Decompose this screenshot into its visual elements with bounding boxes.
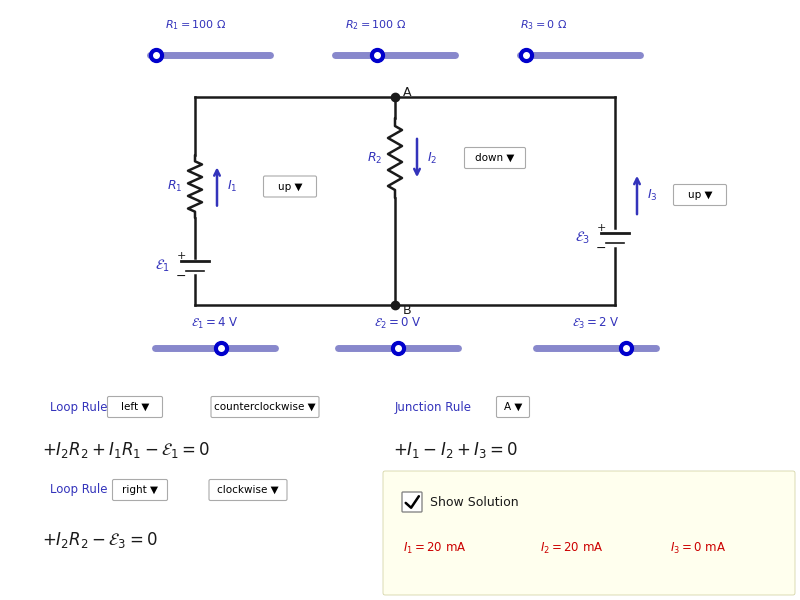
Text: $R_2 = 100\ \Omega$: $R_2 = 100\ \Omega$ [345,18,406,32]
Text: left ▼: left ▼ [121,402,149,412]
FancyBboxPatch shape [383,471,795,595]
Text: clockwise ▼: clockwise ▼ [217,485,279,495]
Text: A ▼: A ▼ [504,402,522,412]
FancyBboxPatch shape [465,148,526,169]
Text: counterclockwise ▼: counterclockwise ▼ [214,402,316,412]
Text: +: + [176,251,186,261]
Text: $\mathcal{E}_2 = 0\ \mathrm{V}$: $\mathcal{E}_2 = 0\ \mathrm{V}$ [374,316,422,331]
Text: $\mathcal{E}_3$: $\mathcal{E}_3$ [575,230,590,246]
Text: $I_1 = 20\ \mathrm{mA}$: $I_1 = 20\ \mathrm{mA}$ [403,541,466,556]
Text: −: − [596,241,606,254]
FancyBboxPatch shape [107,397,162,418]
Text: +: + [596,223,606,233]
Text: A: A [403,85,411,98]
FancyBboxPatch shape [209,479,287,500]
Text: $R_3 = 0\ \Omega$: $R_3 = 0\ \Omega$ [520,18,567,32]
Text: $I_1$: $I_1$ [227,179,238,194]
FancyBboxPatch shape [263,176,317,197]
Text: $\mathcal{E}_1$: $\mathcal{E}_1$ [155,258,170,274]
Text: Loop Rule: Loop Rule [50,484,107,497]
Text: up ▼: up ▼ [278,181,302,191]
Text: $I_3$: $I_3$ [647,187,658,203]
Text: Junction Rule: Junction Rule [395,401,472,413]
Text: up ▼: up ▼ [688,190,712,200]
Text: $I_2 = 20\ \mathrm{mA}$: $I_2 = 20\ \mathrm{mA}$ [540,541,604,556]
Text: Show Solution: Show Solution [430,496,518,509]
Text: $\mathcal{E}_1 = 4\ \mathrm{V}$: $\mathcal{E}_1 = 4\ \mathrm{V}$ [191,316,239,331]
Text: $+I_2R_2 + I_1R_1 - \mathcal{E}_1 = 0$: $+I_2R_2 + I_1R_1 - \mathcal{E}_1 = 0$ [42,440,210,460]
Text: $+I_1 - I_2 + I_3 = 0$: $+I_1 - I_2 + I_3 = 0$ [393,440,518,460]
Text: $I_2$: $I_2$ [427,151,438,166]
Text: $\mathcal{E}_3 = 2\ \mathrm{V}$: $\mathcal{E}_3 = 2\ \mathrm{V}$ [572,316,620,331]
FancyBboxPatch shape [497,397,530,418]
Text: Loop Rule: Loop Rule [50,401,107,413]
FancyBboxPatch shape [402,492,422,512]
Text: $+I_2R_2 - \mathcal{E}_3 = 0$: $+I_2R_2 - \mathcal{E}_3 = 0$ [42,530,158,550]
FancyBboxPatch shape [113,479,167,500]
Text: down ▼: down ▼ [475,153,514,163]
Text: $I_3 = 0\ \mathrm{mA}$: $I_3 = 0\ \mathrm{mA}$ [670,541,726,556]
Text: right ▼: right ▼ [122,485,158,495]
Text: −: − [176,269,186,283]
FancyBboxPatch shape [674,185,726,205]
Text: $R_1$: $R_1$ [167,178,182,194]
Text: $R_1 = 100\ \Omega$: $R_1 = 100\ \Omega$ [165,18,226,32]
Text: $R_2$: $R_2$ [367,151,382,166]
FancyBboxPatch shape [211,397,319,418]
Text: B: B [403,304,412,317]
